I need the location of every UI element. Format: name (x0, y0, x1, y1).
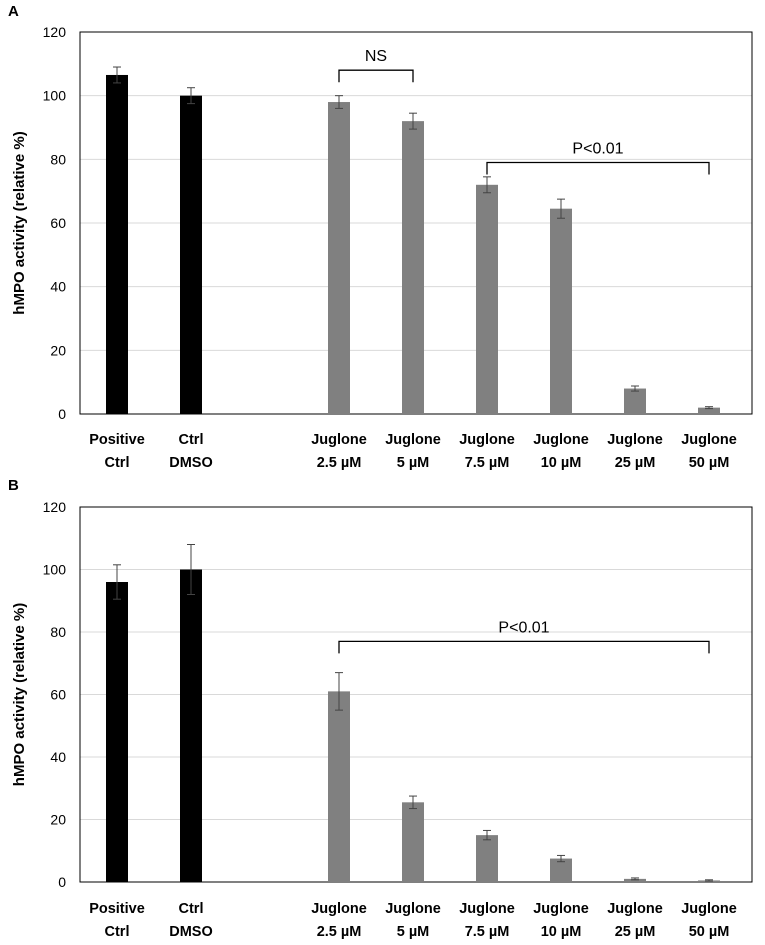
x-tick-label: 10 µM (541, 924, 582, 940)
bar (328, 102, 350, 415)
y-tick-label: 100 (43, 562, 67, 578)
x-tick-label: Juglone (385, 432, 441, 448)
significance-bracket (338, 640, 710, 654)
x-tick-label: 50 µM (689, 455, 730, 471)
x-tick-label: Juglone (607, 901, 663, 917)
x-tick-label: Ctrl (105, 924, 130, 940)
y-tick-label: 0 (58, 874, 66, 890)
x-tick-label: Juglone (533, 432, 589, 448)
y-tick-label: 40 (50, 749, 66, 765)
x-tick-label: DMSO (169, 924, 213, 940)
y-axis-title: hMPO activity (relative %) (11, 131, 28, 314)
y-tick-label: 80 (50, 151, 66, 167)
bar (180, 95, 202, 415)
panel-label: B (8, 477, 19, 494)
x-tick-label: Juglone (681, 901, 737, 917)
y-tick-label: 60 (50, 687, 66, 703)
y-tick-label: 40 (50, 279, 66, 295)
significance-label: P<0.01 (572, 141, 623, 158)
x-tick-label: 7.5 µM (465, 924, 510, 940)
bar (328, 691, 350, 882)
x-tick-label: Juglone (681, 432, 737, 448)
x-tick-label: Juglone (311, 432, 367, 448)
x-tick-label: Juglone (311, 901, 367, 917)
significance-bracket (486, 161, 710, 175)
panel-label: A (8, 3, 19, 20)
x-tick-label: 50 µM (689, 924, 730, 940)
x-tick-label: 10 µM (541, 455, 582, 471)
bar (476, 184, 498, 414)
x-tick-label: Ctrl (105, 455, 130, 471)
y-tick-label: 0 (58, 406, 66, 422)
x-tick-label: Ctrl (179, 432, 204, 448)
x-tick-label: 25 µM (615, 455, 656, 471)
x-tick-label: 2.5 µM (317, 455, 362, 471)
bar (402, 802, 424, 882)
bar (402, 121, 424, 414)
bar (624, 388, 646, 414)
x-tick-label: 7.5 µM (465, 455, 510, 471)
x-tick-label: Ctrl (179, 901, 204, 917)
bar (624, 878, 646, 882)
y-tick-label: 120 (43, 24, 67, 40)
x-tick-label: Juglone (607, 432, 663, 448)
y-tick-label: 60 (50, 215, 66, 231)
y-tick-label: 20 (50, 342, 66, 358)
y-tick-label: 20 (50, 812, 66, 828)
bar (476, 835, 498, 882)
x-tick-label: Juglone (385, 901, 441, 917)
x-tick-label: 25 µM (615, 924, 656, 940)
significance-label: NS (365, 48, 387, 65)
x-tick-label: 5 µM (397, 455, 430, 471)
x-tick-label: 2.5 µM (317, 924, 362, 940)
x-tick-label: Positive (89, 432, 145, 448)
y-axis-title: hMPO activity (relative %) (11, 603, 28, 786)
bar (550, 858, 572, 882)
bar (180, 569, 202, 882)
x-tick-label: 5 µM (397, 924, 430, 940)
x-tick-label: Juglone (533, 901, 589, 917)
x-tick-label: Juglone (459, 432, 515, 448)
bar (106, 582, 128, 882)
bar (106, 74, 128, 414)
x-tick-label: Juglone (459, 901, 515, 917)
significance-bracket (338, 69, 414, 83)
bar (550, 208, 572, 414)
y-tick-label: 80 (50, 624, 66, 640)
x-tick-label: DMSO (169, 455, 213, 471)
bar (698, 407, 720, 414)
x-tick-label: Positive (89, 901, 145, 917)
y-tick-label: 100 (43, 88, 67, 104)
y-tick-label: 120 (43, 499, 67, 515)
significance-label: P<0.01 (498, 619, 549, 636)
